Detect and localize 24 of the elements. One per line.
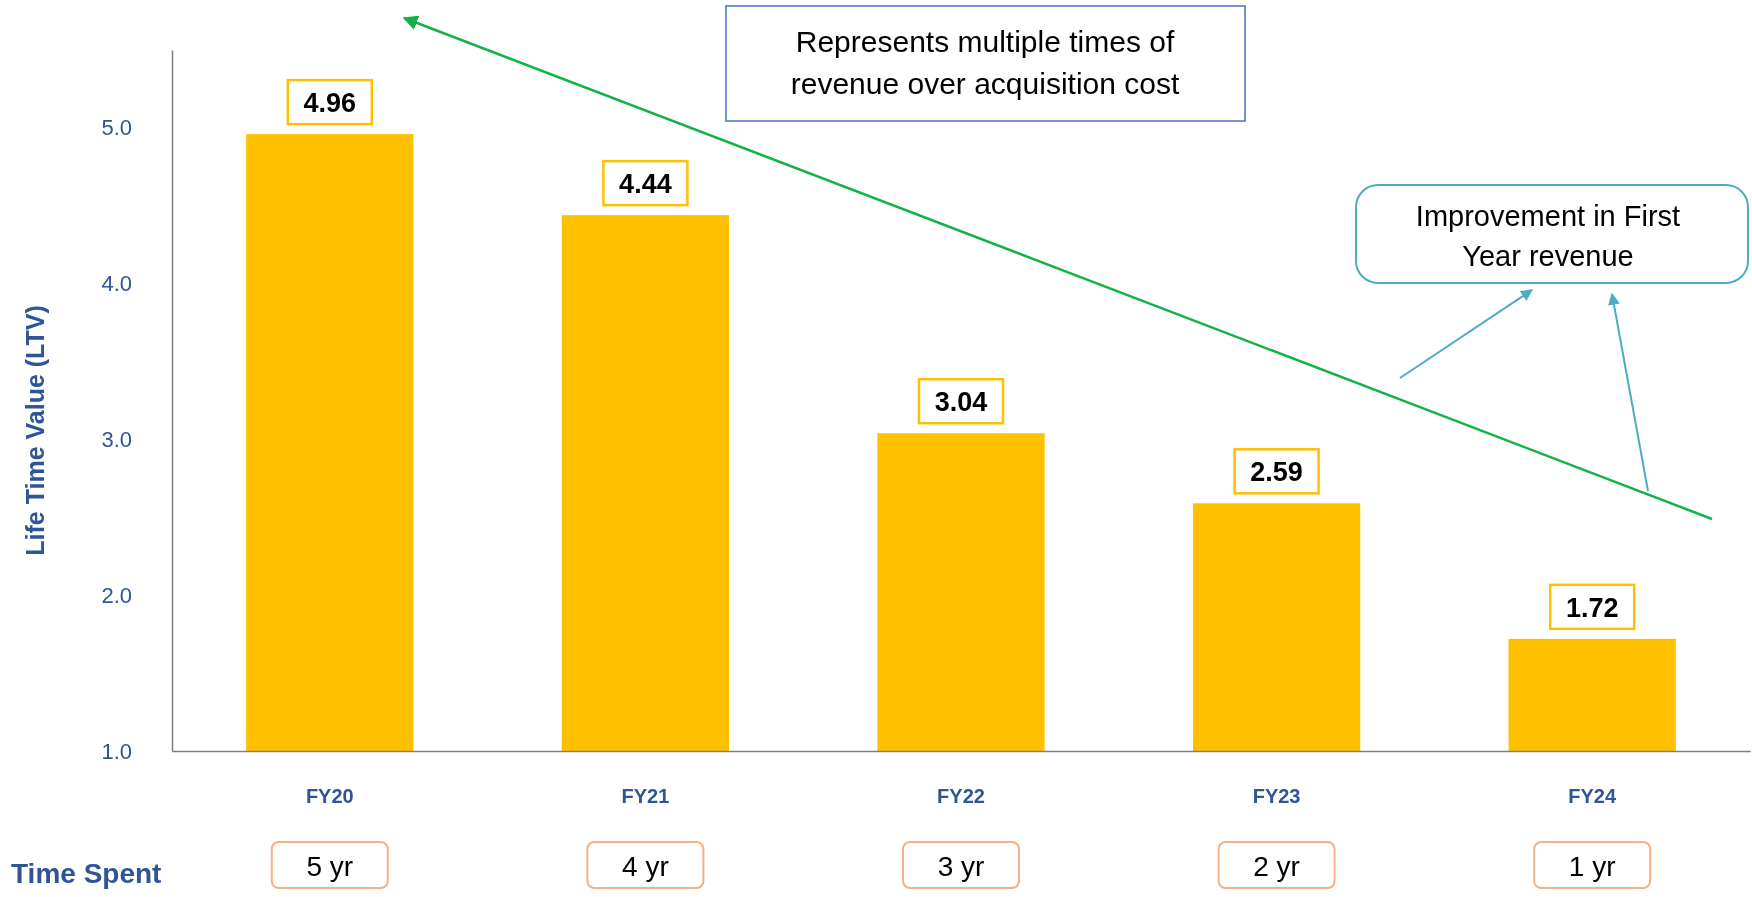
text: 4 yr [622,851,669,882]
x-tick-label: FY24 [1568,785,1617,808]
text: Time Spent [11,858,162,889]
data-label: 4.44 [619,169,672,200]
text: 3 yr [937,851,985,882]
data-label: 1.72 [1565,592,1619,623]
y-tick-label: 4.0 [101,271,132,297]
text: 1 yr [1568,851,1616,882]
y-tick-label: 1.0 [101,738,132,764]
y-tick-label: 3.0 [101,426,132,452]
annotation: Represents multiple times of revenue over acquisition cost [790,25,1180,100]
text: 2 yr [1253,851,1300,882]
data-label: 3.04 [934,387,988,418]
x-tick-label: FY21 [621,785,670,808]
y-tick-label: 2.0 [101,582,132,608]
x-tick-label: FY20 [305,785,354,808]
annotation: Improvement in First Year revenue [1415,200,1681,272]
x-tick-label: FY23 [1252,785,1301,808]
data-label: 4.96 [303,88,357,119]
y-axis-title: Life Time Value (LTV) [21,305,49,556]
x-tick-label: FY22 [937,785,985,808]
y-tick-label: 5.0 [101,115,132,141]
data-label: 2.59 [1250,457,1303,488]
text: 5 yr [306,851,354,882]
